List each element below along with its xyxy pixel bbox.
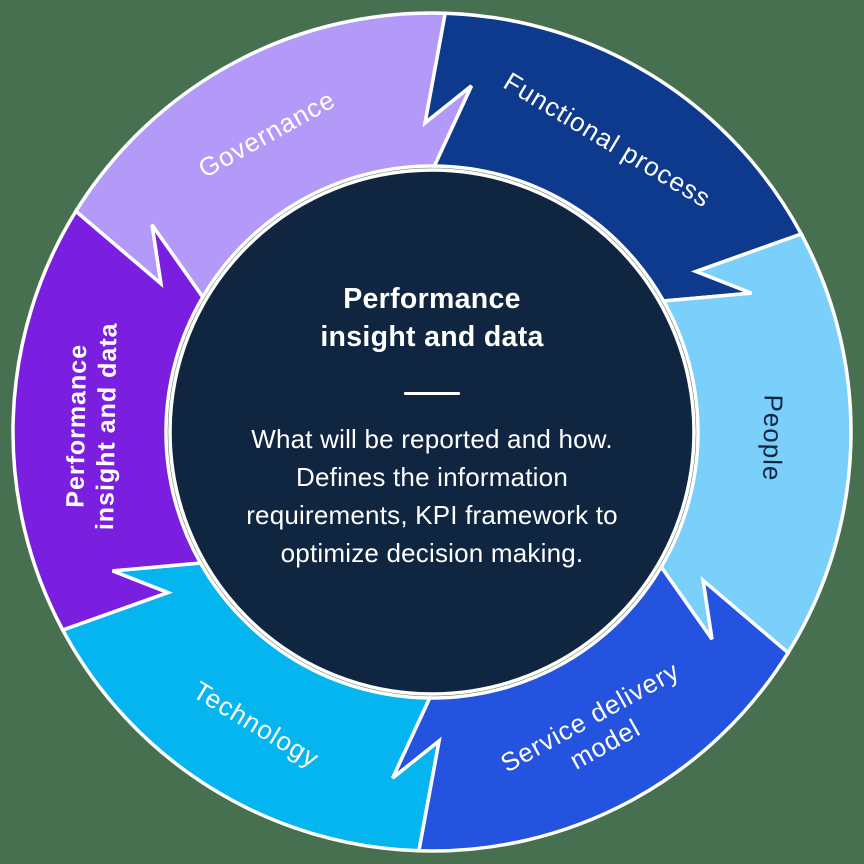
segment-label-people: People (757, 394, 789, 481)
segment-governance (73, 11, 474, 301)
segment-label-performance-insight-and-data: Performanceinsight and data (61, 322, 123, 531)
center-disc (168, 168, 696, 696)
